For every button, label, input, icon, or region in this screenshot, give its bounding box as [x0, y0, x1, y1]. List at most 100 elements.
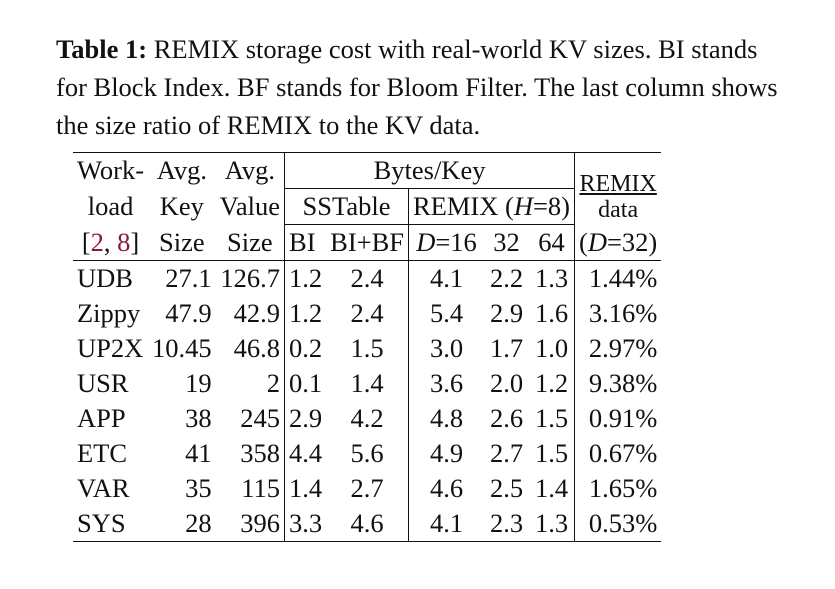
cell-d32: 2.2 — [489, 263, 524, 293]
cell-bibf: 1.4 — [350, 368, 384, 398]
header-remix-data: REMIX data — [574, 152, 662, 225]
header-workload-2: load — [87, 191, 134, 221]
header-avg-value-2: Value — [219, 191, 281, 221]
header-remix-data-3-post: =32) — [606, 226, 658, 257]
table-row: USR 19 2 0.1 1.4 3.6 2.0 1.2 9.38% — [73, 366, 662, 401]
cell-key: 19 — [185, 368, 212, 398]
cell-ratio: 2.97% — [574, 331, 662, 366]
cell-d16: 4.8 — [408, 401, 485, 436]
header-remix-data-3: (D=32) — [574, 224, 662, 261]
header-avg-key-3: Size — [148, 224, 216, 261]
cell-d16: 5.4 — [408, 296, 485, 331]
ref-link-2[interactable]: 2 — [90, 226, 104, 257]
cell-bi: 0.1 — [284, 366, 327, 401]
table-caption: Table 1: REMIX storage cost with real-wo… — [56, 30, 791, 144]
table-row: Zippy 47.9 42.9 1.2 2.4 5.4 2.9 1.6 3.16% — [73, 296, 662, 331]
cell-bi: 1.2 — [284, 296, 327, 331]
table-row: UDB 27.1 126.7 1.2 2.4 4.1 2.2 1.3 1.44% — [73, 260, 662, 296]
table-row: APP 38 245 2.9 4.2 4.8 2.6 1.5 0.91% — [73, 401, 662, 436]
header-sstable: SSTable — [284, 188, 409, 225]
cell-value: 42.9 — [233, 298, 281, 328]
header-avg-value-1: Avg. — [215, 152, 285, 189]
header-workload-1: Work- — [73, 152, 149, 189]
caption-label: Table 1: — [56, 34, 148, 64]
cell-ratio: 1.65% — [574, 471, 662, 506]
header-row-1: Work- Avg. Avg. Bytes/Key REMIX data — [73, 152, 662, 225]
header-remix-h: REMIX (H=8) — [407, 188, 575, 225]
storage-cost-table: Work- Avg. Avg. Bytes/Key REMIX data loa… — [73, 152, 662, 542]
cell-d16: 4.6 — [408, 471, 485, 506]
cell-workload: Zippy — [77, 298, 141, 328]
table-row: VAR 35 115 1.4 2.7 4.6 2.5 1.4 1.65% — [73, 471, 662, 506]
cell-key: 47.9 — [165, 298, 212, 328]
header-bi-bf: BI+BF — [326, 224, 409, 261]
cell-d64: 1.4 — [534, 473, 569, 503]
cell-value: 245 — [240, 403, 281, 433]
header-refs: [2, 8] — [73, 224, 149, 261]
caption-text: REMIX storage cost with real-world KV si… — [56, 34, 778, 140]
cell-key: 10.45 — [152, 333, 212, 363]
header-d64: 64 — [528, 224, 575, 261]
cell-value: 396 — [215, 506, 285, 542]
refs-sep: , — [103, 226, 118, 257]
cell-workload: USR — [77, 368, 129, 398]
cell-bi: 0.2 — [284, 331, 327, 366]
cell-d32: 2.3 — [484, 506, 529, 542]
cell-d32: 2.9 — [489, 298, 524, 328]
cell-value: 126.7 — [220, 263, 281, 293]
cell-bibf: 1.5 — [350, 333, 384, 363]
cell-bi: 2.9 — [284, 401, 327, 436]
cell-d32: 2.6 — [489, 403, 524, 433]
cell-value: 2 — [266, 368, 281, 398]
cell-workload: ETC — [77, 438, 128, 468]
cell-ratio: 1.44% — [574, 260, 662, 296]
cell-bibf: 2.7 — [350, 473, 384, 503]
table-row: SYS 28 396 3.3 4.6 4.1 2.3 1.3 0.53% — [73, 506, 662, 542]
cell-bi: 1.2 — [284, 260, 327, 296]
cell-d32: 1.7 — [489, 333, 524, 363]
cell-bibf: 4.2 — [350, 403, 384, 433]
cell-d64: 1.3 — [534, 263, 569, 293]
ref-link-8[interactable]: 8 — [117, 226, 131, 257]
header-bi: BI — [284, 224, 327, 261]
header-avg-key-2: Key — [159, 191, 204, 221]
cell-bi: 1.4 — [284, 471, 327, 506]
cell-d32: 2.5 — [489, 473, 524, 503]
cell-key: 35 — [185, 473, 212, 503]
cell-value: 46.8 — [233, 333, 281, 363]
header-d32: 32 — [484, 224, 529, 261]
header-remix-data-3-var: D — [587, 226, 607, 257]
cell-bibf: 5.6 — [350, 438, 384, 468]
cell-workload: UP2X — [77, 333, 144, 363]
cell-ratio: 3.16% — [574, 296, 662, 331]
header-remix-data-2: data — [598, 196, 639, 223]
cell-d16: 4.1 — [408, 506, 485, 542]
cell-ratio: 9.38% — [574, 366, 662, 401]
cell-key: 41 — [185, 438, 212, 468]
cell-d16: 3.0 — [408, 331, 485, 366]
cell-d32: 2.0 — [489, 368, 524, 398]
header-avg-key-1: Avg. — [148, 152, 216, 189]
cell-bibf: 2.4 — [350, 298, 384, 328]
cell-workload: VAR — [77, 473, 130, 503]
header-remix-data-1: REMIX — [579, 170, 657, 197]
cell-workload: APP — [77, 403, 126, 433]
header-remix-h-var: H — [513, 191, 533, 221]
header-row-2: load Key Value SSTable REMIX (H=8) — [73, 188, 661, 225]
header-bytes-per-key: Bytes/Key — [284, 152, 575, 189]
cell-key: 28 — [148, 506, 216, 542]
cell-d64: 1.5 — [534, 403, 569, 433]
cell-workload: UDB — [77, 263, 133, 293]
header-d16-post: =16 — [435, 227, 477, 257]
refs-open: [ — [81, 226, 91, 257]
header-avg-value-3: Size — [215, 224, 285, 261]
table-row: UP2X 10.45 46.8 0.2 1.5 3.0 1.7 1.0 2.97% — [73, 331, 662, 366]
cell-d64: 1.5 — [534, 438, 569, 468]
cell-d64: 1.3 — [528, 506, 575, 542]
cell-value: 115 — [241, 473, 281, 503]
cell-d64: 1.2 — [534, 368, 569, 398]
cell-d64: 1.0 — [534, 333, 569, 363]
cell-d64: 1.6 — [534, 298, 569, 328]
cell-ratio: 0.67% — [574, 436, 662, 471]
cell-ratio: 0.91% — [574, 401, 662, 436]
